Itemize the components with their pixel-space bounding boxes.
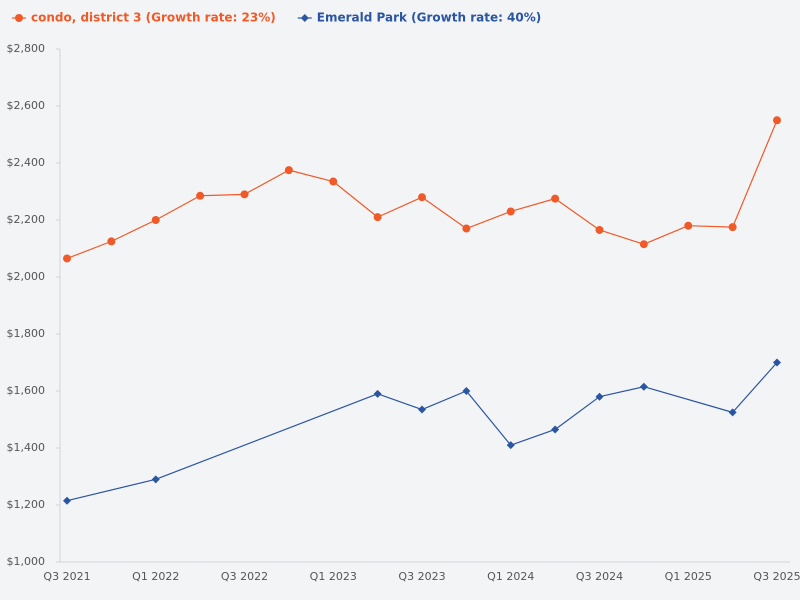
y-tick-label: $2,000 — [7, 270, 46, 283]
point — [506, 441, 515, 450]
point — [373, 213, 382, 222]
line-segment — [643, 225, 689, 245]
y-tick-label: $2,400 — [7, 156, 46, 169]
point — [418, 405, 426, 414]
point — [151, 475, 160, 484]
point — [728, 223, 737, 232]
point — [773, 116, 781, 125]
line-segment — [377, 393, 423, 411]
point — [551, 425, 560, 434]
point — [773, 358, 781, 367]
point — [684, 221, 693, 230]
line-segment — [111, 219, 157, 242]
line-segment — [465, 390, 512, 446]
line-segment — [421, 196, 467, 230]
y-tick-label: $2,600 — [7, 99, 46, 112]
line-segment — [554, 396, 600, 430]
point — [107, 237, 116, 246]
line-segment — [599, 386, 645, 398]
point — [639, 240, 648, 249]
y-tick-label: $2,800 — [7, 42, 46, 55]
legend-label: Emerald Park (Growth rate: 40%) — [317, 11, 542, 25]
x-tick-label: Q1 2025 — [665, 570, 712, 583]
point — [728, 408, 737, 417]
line-segment — [554, 198, 600, 231]
legend-label: condo, district 3 (Growth rate: 23%) — [31, 11, 276, 25]
point — [551, 194, 560, 203]
point — [15, 14, 23, 22]
line-segment — [332, 181, 379, 218]
line-segment — [288, 169, 334, 183]
x-tick-label: Q1 2023 — [310, 570, 357, 583]
point — [284, 166, 293, 175]
x-tick-label: Q3 2023 — [398, 570, 445, 583]
line-segment — [200, 193, 245, 197]
point — [329, 177, 338, 186]
point — [595, 225, 604, 234]
x-tick-label: Q3 2024 — [576, 570, 623, 583]
line-segment — [421, 390, 467, 411]
line-segment — [688, 225, 733, 228]
point — [373, 389, 382, 398]
point — [151, 216, 160, 224]
line-segment — [244, 169, 290, 195]
line-segment — [466, 210, 511, 230]
y-tick-label: $1,600 — [7, 384, 46, 397]
line-segment — [643, 386, 733, 413]
point — [300, 14, 309, 22]
x-tick-label: Q3 2025 — [753, 570, 800, 583]
line-segment — [155, 393, 378, 480]
line-segment — [377, 196, 423, 218]
point — [418, 193, 426, 202]
line-segment — [66, 478, 156, 502]
point — [63, 496, 71, 505]
line-segment — [732, 362, 778, 413]
x-tick-label: Q1 2022 — [132, 570, 179, 583]
point — [462, 224, 471, 233]
point — [240, 190, 249, 199]
y-tick-label: $1,400 — [7, 441, 46, 454]
point — [63, 254, 71, 263]
point — [639, 382, 648, 391]
line-segment — [155, 195, 201, 221]
y-tick-label: $1,800 — [7, 327, 46, 340]
point — [196, 191, 205, 200]
y-tick-label: $1,200 — [7, 498, 46, 511]
x-tick-label: Q1 2024 — [487, 570, 534, 583]
line-segment — [66, 240, 112, 260]
point — [595, 392, 604, 401]
line-segment — [732, 120, 778, 228]
line-segment — [510, 198, 556, 213]
y-tick-label: $1,000 — [7, 555, 46, 568]
line-segment — [510, 428, 556, 446]
point — [506, 207, 515, 216]
line-segment — [599, 229, 645, 245]
x-tick-label: Q3 2022 — [221, 570, 268, 583]
y-tick-label: $2,200 — [7, 213, 46, 226]
point — [462, 387, 471, 395]
x-tick-label: Q3 2021 — [43, 570, 90, 583]
